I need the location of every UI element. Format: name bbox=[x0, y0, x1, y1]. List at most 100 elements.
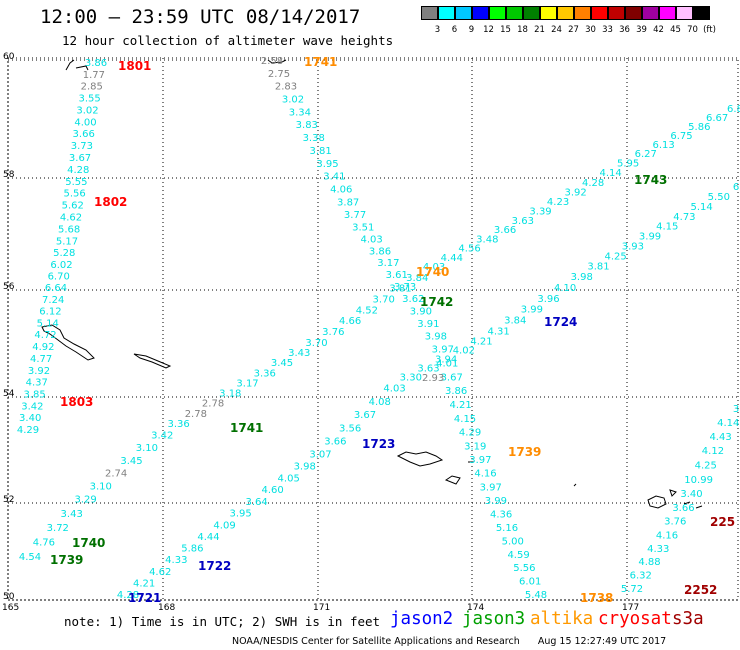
wave-height-value: 4.12 bbox=[702, 446, 724, 457]
wave-height-value: 4.77 bbox=[30, 354, 52, 365]
wave-height-value: 4.00 bbox=[74, 117, 96, 128]
wave-height-value: 3.99 bbox=[639, 232, 661, 243]
wave-height-value: 3.67 bbox=[69, 153, 91, 164]
satellite-jason2: jason2 bbox=[390, 609, 454, 629]
wave-height-value: 3.66 bbox=[73, 129, 95, 140]
wave-height-value: 4.10 bbox=[554, 283, 576, 294]
latitude-label: 58 bbox=[3, 170, 15, 180]
wave-height-value: 3.40 bbox=[19, 413, 41, 424]
wave-height-value: 3.67 bbox=[354, 410, 376, 421]
wave-height-value: 3.94 bbox=[435, 354, 457, 365]
pass-time-label: 1740 bbox=[72, 536, 105, 550]
wave-height-value: 3.43 bbox=[288, 348, 310, 359]
track-t1: 3.861.772.853.553.024.003.663.733.674.28… bbox=[17, 58, 107, 436]
wave-height-value: 3.70 bbox=[373, 295, 395, 306]
wave-height-value: 4.25 bbox=[695, 460, 717, 471]
pass-time-label: 1722 bbox=[198, 559, 231, 573]
map-subtitle: 12 hour collection of altimeter wave hei… bbox=[62, 33, 394, 48]
wave-height-value: 6.12 bbox=[39, 307, 61, 318]
wave-height-value: 4.60 bbox=[262, 485, 284, 496]
pass-time-label: 2252 bbox=[684, 583, 717, 597]
scale-label: 6 bbox=[451, 25, 458, 35]
wave-height-value: 4.14 bbox=[599, 168, 621, 179]
wave-height-value: 4.16 bbox=[474, 469, 496, 480]
wave-height-value: 3.93 bbox=[622, 242, 644, 253]
wave-height-value: 5.00 bbox=[502, 536, 524, 547]
latitude-label: 60 bbox=[3, 52, 15, 62]
scale-label: 12 bbox=[483, 25, 494, 35]
wave-height-value: 6.64 bbox=[45, 283, 67, 294]
wave-height-value: 7.24 bbox=[42, 295, 64, 306]
wave-height-value: 4.54 bbox=[19, 552, 41, 563]
wave-height-value: 5.95 bbox=[617, 159, 639, 170]
scale-label: 18 bbox=[517, 25, 528, 35]
wave-height-value: 3.81 bbox=[309, 146, 331, 157]
wave-height-value: 4.14 bbox=[717, 418, 739, 429]
wave-height-value: 3.84 bbox=[406, 273, 428, 284]
scale-swatch bbox=[591, 6, 608, 20]
pass-labels: 1801 1802 1803 1741 1740 1739 1738 1742 1743 1741… bbox=[50, 55, 735, 605]
wave-height-value: 3.98 bbox=[571, 272, 593, 283]
wave-height-value: 3.02 bbox=[282, 94, 304, 105]
wave-height-value: 3.45 bbox=[120, 456, 142, 467]
wave-height-value: 4.03 bbox=[383, 384, 405, 395]
pass-time-label: 225 bbox=[710, 515, 735, 529]
wave-height-value: 4.02 bbox=[453, 345, 475, 356]
wave-height-value: 3.97 bbox=[432, 345, 454, 356]
wave-height-value: 3.73 bbox=[71, 141, 93, 152]
wave-height-value: 3.66 bbox=[672, 503, 694, 514]
wave-height-value: 3.87 bbox=[337, 197, 359, 208]
scale-swatch bbox=[693, 6, 710, 20]
latitude-label: 54 bbox=[3, 389, 15, 399]
map-title: 12:00 — 23:59 UTC 08/14/2017 bbox=[40, 6, 361, 28]
wave-height-value: 3.51 bbox=[352, 222, 374, 233]
wave-height-value: 4.37 bbox=[26, 378, 48, 389]
pass-time-label: 1739 bbox=[508, 445, 541, 459]
longitude-label: 174 bbox=[467, 603, 484, 613]
wave-height-value: 3.66 bbox=[494, 225, 516, 236]
wave-height-value: 2.75 bbox=[268, 69, 290, 80]
lat-lon-grid bbox=[7, 58, 738, 601]
track-t2: 2.58 2.75 2.833.02 3.34 3.83 3.38 3.81 3.95 3.41… bbox=[261, 56, 547, 601]
scale-label: 27 bbox=[568, 25, 579, 35]
wave-height-value: 4.62 bbox=[60, 213, 82, 224]
wave-height-value: 4.28 bbox=[582, 178, 604, 189]
pass-time-label: 1721 bbox=[128, 591, 161, 605]
pass-time-label: 1742 bbox=[420, 295, 453, 309]
wave-height-value: 5.55 bbox=[65, 177, 87, 188]
wave-height-value: 4.21 bbox=[133, 578, 155, 589]
wave-height-value: 4.15 bbox=[656, 222, 678, 233]
wave-height-value: 2.58 bbox=[261, 56, 283, 67]
wave-height-value: 3.76 bbox=[664, 517, 686, 528]
wave-height-value: 3.98 bbox=[425, 332, 447, 343]
wave-height-value: 4.15 bbox=[454, 414, 476, 425]
wave-height-value: 3.81 bbox=[587, 261, 609, 272]
scale-label: (ft) bbox=[703, 25, 716, 35]
wave-height-value: 4.73 bbox=[673, 212, 695, 223]
wave-height-value: 4.44 bbox=[197, 532, 219, 543]
wave-height-value: 6.75 bbox=[670, 131, 692, 142]
commander-island-medny bbox=[133, 353, 172, 369]
scale-label: 24 bbox=[551, 25, 562, 35]
wave-height-value: 3.07 bbox=[309, 450, 331, 461]
wave-height-value: 3.96 bbox=[537, 294, 559, 305]
wave-height-value: 4.29 bbox=[459, 428, 481, 439]
wave-height-value: 5.86 bbox=[181, 544, 203, 555]
scale-swatch bbox=[659, 6, 676, 20]
wave-height-value: 4.28 bbox=[67, 165, 89, 176]
satellite-cryosat: cryosat bbox=[598, 609, 672, 629]
wave-height-value: 3.72 bbox=[47, 523, 69, 534]
wave-height-value: 3.18 bbox=[219, 389, 241, 400]
wave-height-value: 3.43 bbox=[61, 509, 83, 520]
wave-height-value: 3.99 bbox=[521, 305, 543, 316]
wave-height-value: 3.66 bbox=[324, 437, 346, 448]
wave-height-value: 6 bbox=[733, 182, 739, 193]
wave-height-value: 4.21 bbox=[470, 336, 492, 347]
wave-height-value: 3.91 bbox=[417, 319, 439, 330]
wave-height-value: 4.16 bbox=[656, 530, 678, 541]
wave-height-value: 3.36 bbox=[167, 419, 189, 430]
longitude-label: 165 bbox=[2, 603, 19, 613]
latitude-label: 50 bbox=[3, 592, 15, 602]
wave-height-value: 6.27 bbox=[635, 149, 657, 160]
